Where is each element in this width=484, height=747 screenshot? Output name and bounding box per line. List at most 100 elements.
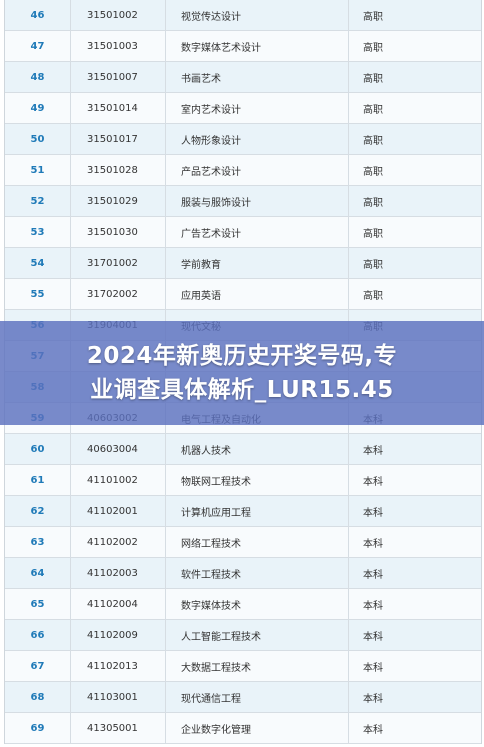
major-name: 现代通信工程	[166, 682, 349, 712]
row-number: 66	[5, 620, 71, 650]
major-code: 31501014	[71, 93, 166, 123]
major-name: 数字媒体技术	[166, 589, 349, 619]
table-row: 50 31501017 人物形象设计 高职	[5, 124, 481, 155]
table-row: 47 31501003 数字媒体艺术设计 高职	[5, 31, 481, 62]
row-number: 60	[5, 434, 71, 464]
row-number: 61	[5, 465, 71, 495]
table-row: 67 41102013 大数据工程技术 本科	[5, 651, 481, 682]
row-number: 53	[5, 217, 71, 247]
major-name: 视觉传达设计	[166, 0, 349, 30]
banner-title-line-1: 2024年新奥历史开奖号码,专	[86, 343, 398, 369]
education-level: 本科	[363, 538, 383, 550]
education-level: 本科	[363, 662, 383, 674]
major-name: 软件工程技术	[166, 558, 349, 588]
major-name: 人工智能工程技术	[166, 620, 349, 650]
major-code: 31501029	[71, 186, 166, 216]
major-code: 41305001	[71, 713, 166, 743]
major-name: 物联网工程技术	[166, 465, 349, 495]
major-name: 人物形象设计	[166, 124, 349, 154]
major-name: 服装与服饰设计	[166, 186, 349, 216]
row-number: 48	[5, 62, 71, 92]
row-number: 52	[5, 186, 71, 216]
education-level: 高职	[363, 228, 383, 240]
major-name: 室内艺术设计	[166, 93, 349, 123]
major-code: 41102013	[71, 651, 166, 681]
education-level: 高职	[363, 135, 383, 147]
table-row: 49 31501014 室内艺术设计 高职	[5, 93, 481, 124]
table-row: 51 31501028 产品艺术设计 高职	[5, 155, 481, 186]
major-name: 产品艺术设计	[166, 155, 349, 185]
education-level: 高职	[363, 259, 383, 271]
table-row: 52 31501029 服装与服饰设计 高职	[5, 186, 481, 217]
row-number: 69	[5, 713, 71, 743]
table-row: 60 40603004 机器人技术 本科	[5, 434, 481, 465]
education-level: 本科	[363, 600, 383, 612]
education-level: 本科	[363, 724, 383, 736]
table-row: 64 41102003 软件工程技术 本科	[5, 558, 481, 589]
education-level: 本科	[363, 445, 383, 457]
education-level: 本科	[363, 631, 383, 643]
major-name: 应用英语	[166, 279, 349, 309]
major-code: 31501002	[71, 0, 166, 30]
row-number: 47	[5, 31, 71, 61]
table-row: 65 41102004 数字媒体技术 本科	[5, 589, 481, 620]
education-level: 高职	[363, 73, 383, 85]
title-banner[interactable]: 2024年新奥历史开奖号码,专 业调查具体解析_LUR15.45	[0, 321, 484, 425]
major-code: 31702002	[71, 279, 166, 309]
education-level: 高职	[363, 104, 383, 116]
major-code: 31501007	[71, 62, 166, 92]
major-code: 40603004	[71, 434, 166, 464]
row-number: 49	[5, 93, 71, 123]
table-row: 62 41102001 计算机应用工程 本科	[5, 496, 481, 527]
row-number: 68	[5, 682, 71, 712]
row-number: 54	[5, 248, 71, 278]
banner-title-line-2: 业调查具体解析_LUR15.45	[90, 377, 394, 403]
row-number: 67	[5, 651, 71, 681]
major-name: 书画艺术	[166, 62, 349, 92]
major-name: 计算机应用工程	[166, 496, 349, 526]
education-level: 本科	[363, 569, 383, 581]
row-number: 55	[5, 279, 71, 309]
major-code: 31501030	[71, 217, 166, 247]
major-name: 网络工程技术	[166, 527, 349, 557]
table-row: 66 41102009 人工智能工程技术 本科	[5, 620, 481, 651]
row-number: 65	[5, 589, 71, 619]
major-code: 31701002	[71, 248, 166, 278]
major-name: 数字媒体艺术设计	[166, 31, 349, 61]
table-row: 63 41102002 网络工程技术 本科	[5, 527, 481, 558]
education-level: 高职	[363, 290, 383, 302]
education-level: 高职	[363, 11, 383, 23]
major-name: 学前教育	[166, 248, 349, 278]
major-code: 41102003	[71, 558, 166, 588]
major-code: 41102009	[71, 620, 166, 650]
row-number: 62	[5, 496, 71, 526]
row-number: 51	[5, 155, 71, 185]
major-code: 41102002	[71, 527, 166, 557]
major-code: 41102001	[71, 496, 166, 526]
row-number: 50	[5, 124, 71, 154]
major-name: 企业数字化管理	[166, 713, 349, 743]
table-row: 55 31702002 应用英语 高职	[5, 279, 481, 310]
education-level: 高职	[363, 42, 383, 54]
major-code: 41103001	[71, 682, 166, 712]
major-code: 41102004	[71, 589, 166, 619]
table-row: 46 31501002 视觉传达设计 高职	[5, 0, 481, 31]
major-name: 机器人技术	[166, 434, 349, 464]
major-code: 31501028	[71, 155, 166, 185]
table-row: 48 31501007 书画艺术 高职	[5, 62, 481, 93]
major-code: 31501003	[71, 31, 166, 61]
table-row: 54 31701002 学前教育 高职	[5, 248, 481, 279]
table-row: 61 41101002 物联网工程技术 本科	[5, 465, 481, 496]
major-name: 大数据工程技术	[166, 651, 349, 681]
education-level: 本科	[363, 507, 383, 519]
education-level: 高职	[363, 197, 383, 209]
row-number: 64	[5, 558, 71, 588]
row-number: 46	[5, 0, 71, 30]
major-name: 广告艺术设计	[166, 217, 349, 247]
table-row: 53 31501030 广告艺术设计 高职	[5, 217, 481, 248]
major-code: 41101002	[71, 465, 166, 495]
table-row: 69 41305001 企业数字化管理 本科	[5, 713, 481, 744]
education-level: 本科	[363, 693, 383, 705]
education-level: 高职	[363, 166, 383, 178]
row-number: 63	[5, 527, 71, 557]
